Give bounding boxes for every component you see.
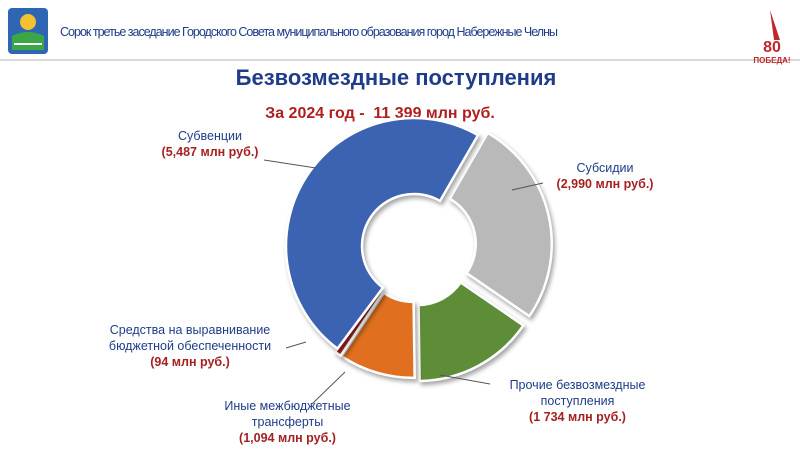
value-label: (94 млн руб.) xyxy=(150,355,230,369)
slice-label: Субсидии (2,990 млн руб.) xyxy=(540,160,670,192)
donut-slice xyxy=(448,131,553,318)
donut-slice xyxy=(284,116,480,351)
category-name: Средства на выравнивание бюджетной обесп… xyxy=(108,323,272,353)
value-label: (5,487 млн руб.) xyxy=(161,145,259,159)
leader-line xyxy=(263,159,317,169)
slice-label: Прочие безвозмездные поступления (1 734 м… xyxy=(490,377,665,425)
header-text: Сорок третье заседание Городского Совета… xyxy=(60,25,558,39)
victory-logo: 80 ПОБЕДА! xyxy=(753,10,791,65)
leader-line xyxy=(285,341,307,349)
leader-line xyxy=(311,371,346,405)
slice-label: Средства на выравнивание бюджетной обесп… xyxy=(80,322,300,370)
value-label: (2,990 млн руб.) xyxy=(556,177,654,191)
chart-title: Безвозмездные поступления xyxy=(236,65,557,90)
donut-slice xyxy=(417,280,526,383)
slice-label: Иные межбюджетные трансферты (1,094 млн р… xyxy=(205,398,370,446)
donut-slice xyxy=(340,291,416,380)
value-label: (1 734 млн руб.) xyxy=(529,410,626,424)
leader-line xyxy=(511,182,544,191)
category-name: Прочие безвозмездные поступления xyxy=(509,378,646,408)
category-name: Субсидии xyxy=(576,161,634,175)
logo-number: 80 xyxy=(763,39,781,56)
logo-text: ПОБЕДА! xyxy=(753,56,790,65)
slice-label: Субвенции (5,487 млн руб.) xyxy=(140,128,280,160)
city-logo xyxy=(8,8,48,54)
value-label: (1,094 млн руб.) xyxy=(239,431,336,445)
category-name: Субвенции xyxy=(177,129,243,143)
leader-line xyxy=(439,374,491,385)
chart-subtitle: За 2024 год - 11 399 млн руб. xyxy=(265,105,495,122)
category-name: Иные межбюджетные трансферты xyxy=(224,399,351,429)
